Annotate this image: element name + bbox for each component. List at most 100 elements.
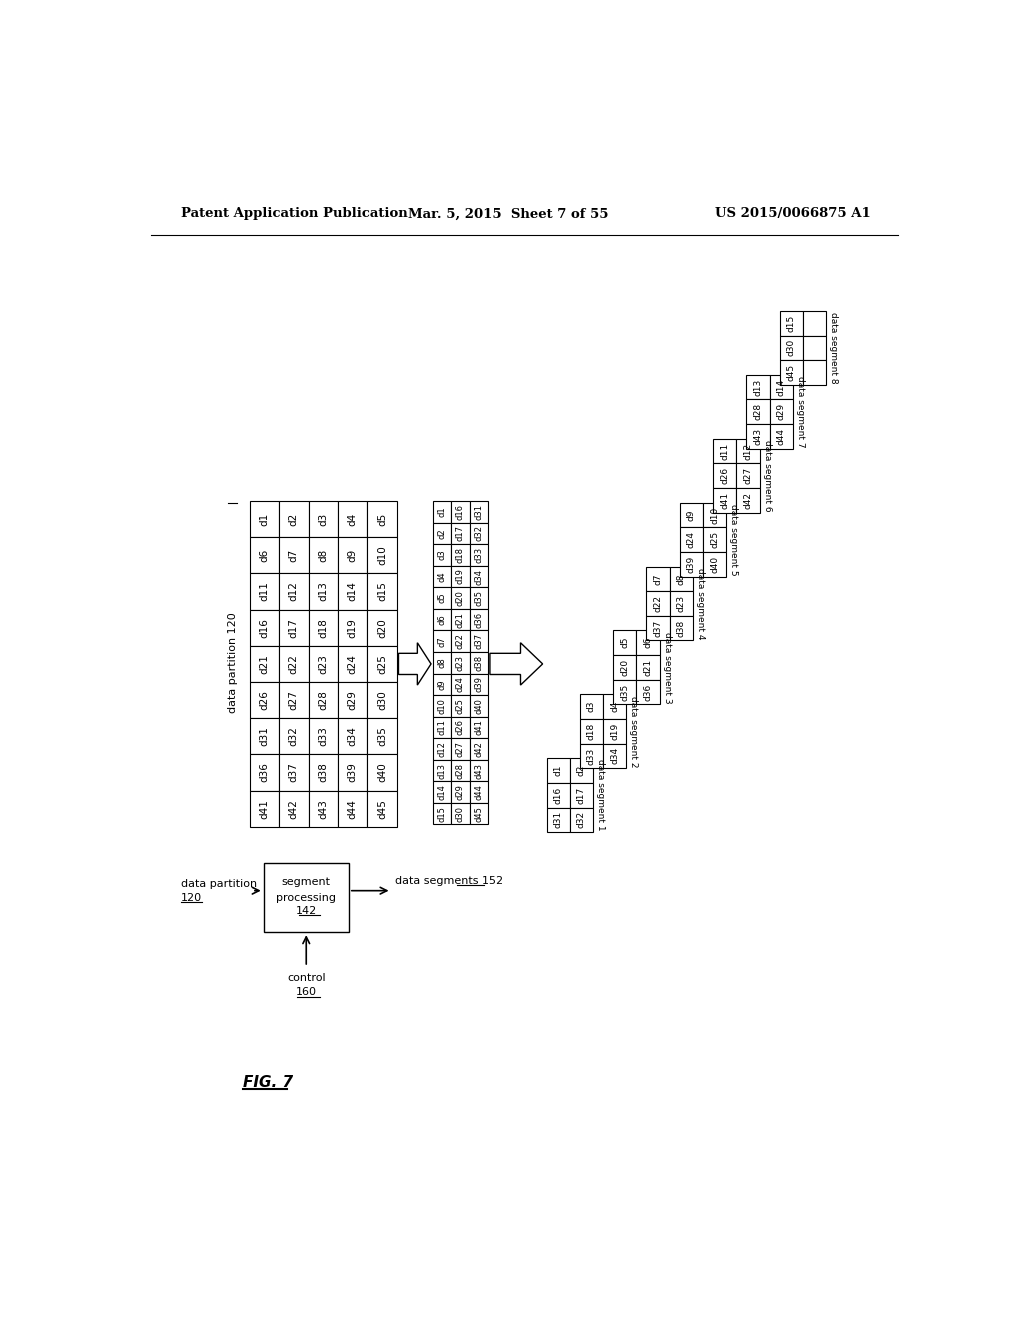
Text: d9: d9 bbox=[348, 549, 357, 562]
Text: d19: d19 bbox=[456, 569, 465, 585]
Text: d32: d32 bbox=[289, 726, 299, 746]
Bar bbox=[280, 682, 308, 718]
Bar bbox=[250, 645, 280, 682]
Text: data segment 1: data segment 1 bbox=[596, 759, 605, 832]
Bar bbox=[470, 696, 488, 717]
Text: d21: d21 bbox=[643, 659, 652, 676]
Bar bbox=[803, 312, 826, 335]
Text: d30: d30 bbox=[786, 339, 796, 356]
Text: d1: d1 bbox=[437, 507, 446, 517]
Text: d31: d31 bbox=[474, 504, 483, 520]
Bar bbox=[338, 682, 368, 718]
Bar bbox=[432, 717, 452, 738]
Bar bbox=[680, 527, 703, 552]
Text: d22: d22 bbox=[456, 634, 465, 649]
Bar bbox=[670, 566, 693, 591]
Bar bbox=[338, 573, 368, 610]
Bar bbox=[613, 680, 636, 705]
Bar bbox=[736, 463, 760, 488]
Text: d31: d31 bbox=[554, 812, 562, 829]
Bar bbox=[280, 791, 308, 826]
Bar bbox=[646, 615, 670, 640]
Bar bbox=[452, 609, 470, 631]
Text: d23: d23 bbox=[677, 595, 686, 612]
Bar bbox=[368, 573, 397, 610]
Text: d21: d21 bbox=[456, 611, 465, 627]
Bar bbox=[338, 502, 368, 537]
Bar bbox=[470, 781, 488, 803]
Bar bbox=[250, 718, 280, 755]
Text: d4: d4 bbox=[437, 572, 446, 582]
Bar bbox=[646, 591, 670, 615]
Text: d20: d20 bbox=[621, 659, 630, 676]
Text: 142: 142 bbox=[296, 907, 316, 916]
Bar bbox=[368, 755, 397, 791]
Bar bbox=[250, 610, 280, 645]
Text: d16: d16 bbox=[456, 504, 465, 520]
Bar bbox=[703, 527, 726, 552]
Polygon shape bbox=[489, 643, 543, 685]
Text: d18: d18 bbox=[456, 546, 465, 562]
Bar bbox=[432, 696, 452, 717]
Bar bbox=[432, 803, 452, 825]
Text: data segment 7: data segment 7 bbox=[796, 376, 805, 447]
Bar bbox=[680, 552, 703, 577]
Text: d17: d17 bbox=[456, 525, 465, 541]
Text: d31: d31 bbox=[259, 726, 269, 746]
Text: d22: d22 bbox=[289, 653, 299, 673]
Bar bbox=[736, 438, 760, 463]
Text: d42: d42 bbox=[289, 799, 299, 818]
Text: d44: d44 bbox=[474, 784, 483, 800]
Text: d35: d35 bbox=[621, 684, 630, 701]
Text: d14: d14 bbox=[777, 379, 785, 396]
Bar bbox=[613, 655, 636, 680]
Bar bbox=[580, 743, 603, 768]
Text: FIG. 7: FIG. 7 bbox=[243, 1074, 293, 1090]
Text: data segment 4: data segment 4 bbox=[696, 568, 706, 639]
Bar bbox=[470, 523, 488, 544]
Text: d32: d32 bbox=[474, 525, 483, 541]
Bar bbox=[470, 652, 488, 673]
Bar bbox=[368, 502, 397, 537]
Bar bbox=[432, 652, 452, 673]
Text: data segments 152: data segments 152 bbox=[395, 875, 504, 886]
Bar bbox=[432, 566, 452, 587]
Bar bbox=[713, 488, 736, 512]
Bar bbox=[308, 755, 338, 791]
Bar bbox=[250, 573, 280, 610]
Bar bbox=[736, 488, 760, 512]
Bar bbox=[670, 615, 693, 640]
Text: d28: d28 bbox=[456, 763, 465, 779]
Bar bbox=[452, 696, 470, 717]
Bar bbox=[770, 400, 793, 424]
Text: d11: d11 bbox=[259, 582, 269, 602]
Text: d19: d19 bbox=[610, 722, 620, 741]
Text: d7: d7 bbox=[653, 573, 663, 585]
Text: d33: d33 bbox=[318, 726, 329, 746]
Text: d14: d14 bbox=[437, 784, 446, 800]
Text: segment: segment bbox=[282, 878, 331, 887]
Text: d24: d24 bbox=[348, 653, 357, 673]
Text: d38: d38 bbox=[318, 763, 329, 783]
Bar bbox=[338, 718, 368, 755]
Text: d41: d41 bbox=[259, 799, 269, 818]
Bar bbox=[547, 783, 569, 808]
Text: d28: d28 bbox=[318, 690, 329, 710]
Bar bbox=[470, 631, 488, 652]
Text: d15: d15 bbox=[786, 314, 796, 331]
Text: d12: d12 bbox=[743, 442, 753, 459]
Bar bbox=[746, 424, 770, 449]
Bar bbox=[432, 673, 452, 696]
Bar bbox=[432, 781, 452, 803]
Text: d10: d10 bbox=[377, 545, 387, 565]
Text: d20: d20 bbox=[377, 618, 387, 638]
Bar bbox=[263, 863, 349, 932]
Bar bbox=[250, 537, 280, 573]
Bar bbox=[680, 503, 703, 527]
Text: 160: 160 bbox=[296, 987, 316, 998]
Text: d29: d29 bbox=[348, 690, 357, 710]
Bar bbox=[713, 438, 736, 463]
Bar bbox=[803, 335, 826, 360]
Text: d29: d29 bbox=[777, 403, 785, 420]
Text: Patent Application Publication: Patent Application Publication bbox=[180, 207, 408, 220]
